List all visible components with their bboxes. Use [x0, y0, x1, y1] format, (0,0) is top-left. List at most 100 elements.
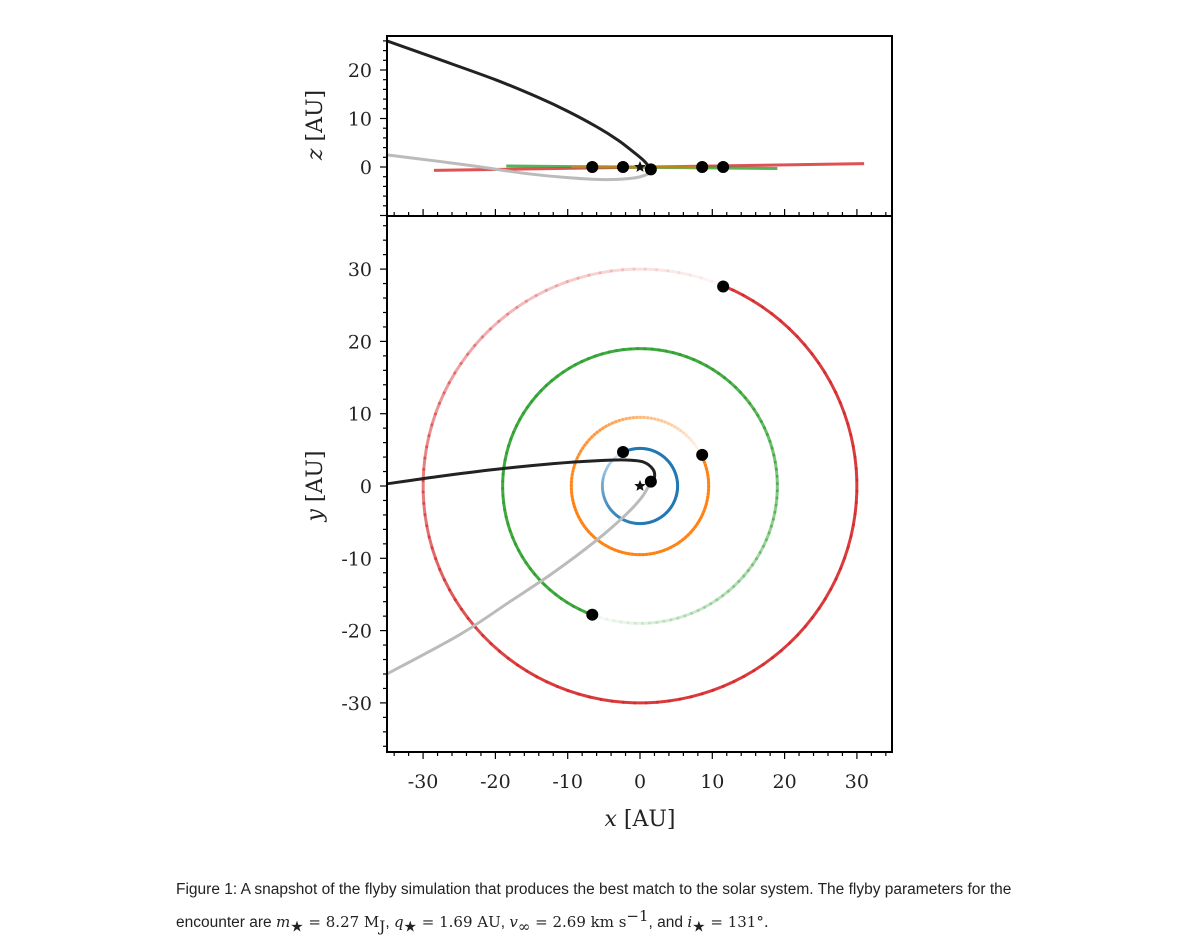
red-orbit-segment — [438, 567, 446, 582]
red-orbit-segment — [849, 433, 855, 448]
red-orbit-segment — [421, 490, 426, 505]
red-orbit-segment — [803, 343, 814, 356]
blue-orbit-segment — [605, 465, 609, 471]
green-orbit-segment — [655, 619, 666, 624]
red-orbit-segment — [667, 697, 682, 703]
red-orbit-segment — [442, 381, 451, 395]
green-orbit-segment — [764, 531, 771, 542]
red-orbit-segment — [598, 269, 613, 275]
red-orbit-segment — [434, 557, 442, 571]
red-orbit-segment — [566, 689, 581, 696]
red-orbit-segment — [788, 633, 800, 645]
xz-panel — [387, 39, 865, 182]
figure-caption: Figure 1: A snapshot of the flyby simula… — [176, 881, 1012, 936]
x-tick-label: 20 — [773, 771, 797, 793]
red-orbit-segment — [481, 634, 493, 646]
red-orbit-segment — [448, 588, 457, 602]
sun-star-marker — [634, 161, 646, 172]
x-tick-label: -10 — [552, 771, 583, 793]
blue-orbit-segment — [605, 464, 610, 469]
blue-orbit-segment — [608, 460, 613, 466]
red-orbit-segment — [480, 327, 492, 339]
red-orbit-segment — [761, 305, 774, 316]
body-marker — [586, 161, 599, 173]
red-orbit-segment — [795, 334, 807, 347]
orange-orbit-segment — [689, 438, 696, 445]
x-tick-label: 30 — [845, 771, 869, 793]
green-orbit-segment — [619, 620, 630, 625]
red-orbit-segment — [555, 685, 570, 693]
xz-perturber-incoming — [387, 39, 653, 171]
red-orbit-segment — [430, 412, 437, 427]
blue-orbit-segment — [603, 469, 608, 475]
red-orbit-segment — [423, 445, 429, 460]
red-orbit-segment — [817, 597, 827, 611]
green-orbit-segment — [721, 589, 730, 598]
x-tick-label: -30 — [408, 771, 439, 793]
red-orbit-segment — [515, 299, 528, 309]
orange-orbit-segment — [607, 421, 615, 427]
xz-perturber-outgoing — [387, 153, 653, 182]
orange-orbit-segment — [673, 425, 680, 431]
xy-panel — [387, 267, 859, 705]
red-orbit-segment — [752, 663, 765, 673]
orange-orbit-segment — [687, 436, 693, 442]
red-orbit-segment — [473, 625, 485, 638]
green-orbit-segment — [696, 605, 706, 612]
body-marker — [617, 446, 630, 459]
red-orbit-segment — [489, 642, 501, 653]
red-orbit-segment — [577, 692, 592, 699]
red-orbit-segment — [643, 267, 659, 272]
red-orbit-segment — [829, 577, 838, 591]
red-orbit-segment — [488, 319, 501, 331]
red-orbit-segment — [497, 649, 510, 660]
red-orbit-segment — [741, 293, 755, 303]
red-orbit-segment — [838, 401, 846, 415]
y-tick-label: 0 — [360, 476, 372, 498]
red-orbit-segment — [823, 370, 832, 384]
red-orbit-segment — [609, 268, 625, 273]
green-orbit-segment — [726, 584, 736, 593]
red-orbit-segment — [851, 444, 857, 459]
flyby-figure: 0 10 20 -30 -20 -10 0 10 20 30 -30 -20 -10 0 10 20 30 x … — [303, 35, 893, 832]
blue-orbit-segment — [604, 467, 609, 473]
red-orbit-segment — [853, 501, 858, 516]
red-orbit-segment — [621, 267, 636, 272]
red-orbit-segment — [770, 312, 783, 323]
red-orbit-segment — [515, 663, 529, 673]
green-orbit-segment — [767, 524, 773, 535]
red-orbit-segment — [732, 674, 746, 684]
red-orbit-segment — [425, 524, 431, 539]
red-orbit-segment — [854, 467, 859, 482]
x-tick-label: 10 — [700, 771, 724, 793]
green-orbit-segment — [598, 615, 609, 621]
red-orbit-segment — [423, 513, 429, 528]
red-orbit-segment — [425, 434, 431, 449]
orange-orbit-segment — [682, 431, 688, 437]
green-orbit-segment — [648, 620, 659, 625]
red-orbit-segment — [851, 512, 857, 527]
red-orbit-segment — [437, 391, 446, 405]
red-orbit-segment — [433, 401, 441, 416]
red-orbit-segment — [655, 268, 670, 273]
red-orbit-segment — [576, 273, 591, 280]
green-orbit-segment — [732, 579, 741, 588]
x-tick-label: -20 — [480, 771, 511, 793]
red-orbit-segment — [731, 288, 745, 297]
red-orbit-segment — [742, 669, 756, 678]
red-orbit-segment — [761, 656, 774, 667]
red-orbit-segment — [422, 501, 427, 517]
blue-orbit-segment — [604, 499, 609, 505]
red-orbit-segment — [678, 695, 693, 701]
red-orbit-segment — [525, 669, 539, 679]
green-orbit-segment — [758, 544, 765, 555]
red-orbit-segment — [588, 695, 603, 701]
orange-orbit-segment — [692, 441, 698, 448]
orange-orbit-segment — [601, 424, 608, 430]
red-orbit-segment — [544, 284, 559, 292]
red-orbit-segment — [524, 294, 538, 303]
red-orbit-segment — [453, 361, 463, 375]
green-orbit-segment — [702, 602, 713, 609]
green-orbit-segment — [754, 551, 762, 561]
orange-orbit-segment — [684, 433, 691, 440]
